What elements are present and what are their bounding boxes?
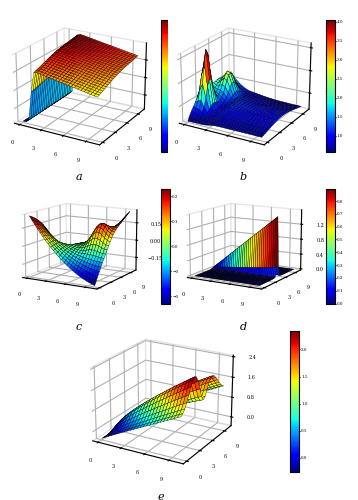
Text: e: e — [158, 492, 164, 500]
Text: c: c — [76, 322, 82, 332]
Text: b: b — [240, 172, 247, 182]
Text: a: a — [76, 172, 82, 182]
Text: d: d — [240, 322, 247, 332]
